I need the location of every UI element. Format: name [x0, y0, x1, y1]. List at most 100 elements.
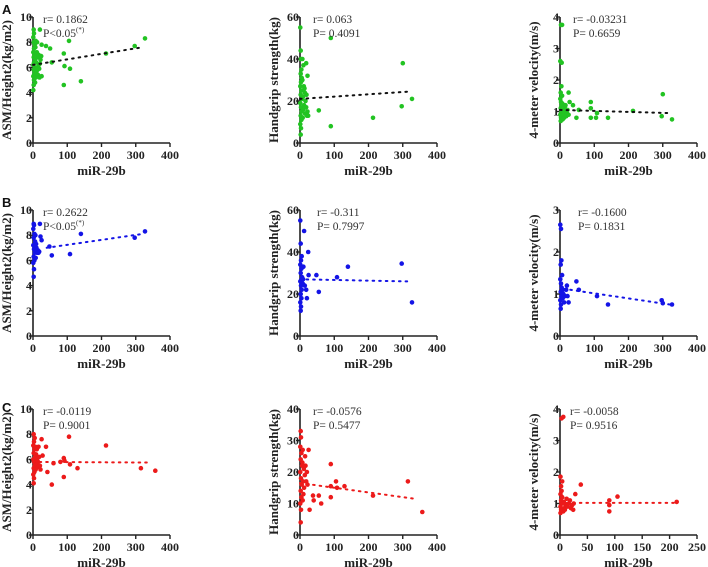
y-tick-label: 6	[26, 452, 32, 466]
panel-letter-b: B	[2, 195, 11, 210]
scatter-panel-a3: 0 1 2 3 4 0 100 200 300 400 miR-29b 4-meter velocit…	[526, 10, 706, 178]
y-tick-label: 30	[287, 434, 299, 448]
x-tick-label: 100	[58, 341, 76, 355]
data-point	[669, 117, 675, 122]
data-point	[298, 132, 304, 137]
y-tick-label: 2	[553, 465, 559, 479]
y-tick-label: 2	[26, 503, 32, 517]
data-point	[33, 232, 38, 238]
p-value-text: P= 0.7997	[317, 221, 365, 233]
x-tick-label: 0	[297, 540, 303, 554]
y-tick-label: 4	[26, 86, 32, 100]
data-point	[66, 434, 72, 440]
x-axis-label: miR-29b	[77, 163, 125, 178]
x-tick-label: 400	[428, 540, 446, 554]
data-point	[370, 493, 376, 498]
data-point	[298, 121, 303, 127]
r-value: r= 0.1862	[43, 14, 88, 26]
x-tick-label: 250	[688, 540, 706, 554]
x-axis-label: miR-29b	[604, 356, 652, 371]
regression-line	[299, 90, 411, 100]
data-point	[300, 460, 305, 465]
data-point	[615, 494, 620, 499]
data-point	[316, 493, 322, 498]
x-axis-label: miR-29b	[344, 555, 392, 567]
data-point	[39, 436, 44, 442]
data-point	[304, 295, 310, 301]
p-value-text: P= 0.1831	[578, 221, 626, 233]
y-axis-label: ASM/Height2(kg/m2)	[0, 213, 14, 333]
data-point	[558, 222, 563, 227]
data-point	[310, 493, 316, 498]
x-tick-label: 300	[654, 341, 672, 355]
data-point	[103, 443, 109, 448]
p-value-text: P= 0.9001	[43, 420, 91, 432]
data-point	[298, 304, 304, 309]
data-point	[49, 253, 55, 258]
data-point	[607, 502, 612, 508]
data-point	[33, 452, 39, 457]
data-point	[564, 283, 570, 288]
data-point	[298, 507, 304, 513]
data-point	[31, 50, 36, 55]
data-point	[40, 453, 45, 458]
p-value: P= 0.9516	[570, 420, 618, 432]
data-point	[588, 115, 594, 121]
data-point	[31, 27, 36, 32]
data-point	[66, 38, 72, 44]
data-point	[61, 474, 67, 480]
data-point	[67, 66, 73, 71]
data-point	[31, 274, 36, 280]
data-point	[298, 520, 304, 525]
p-value-text: P= 0.6659	[573, 28, 621, 40]
data-point	[311, 498, 317, 503]
data-point	[342, 483, 347, 489]
regression-line	[32, 46, 144, 66]
x-tick-label: 200	[93, 148, 111, 162]
p-value: P<0.05(*)	[43, 219, 85, 233]
y-tick-label: 10	[287, 497, 299, 511]
data-point	[316, 108, 322, 113]
data-point	[558, 281, 564, 286]
data-point	[328, 494, 334, 500]
data-point	[37, 463, 43, 469]
p-value: P= 0.7997	[317, 221, 365, 233]
x-tick-label: 200	[360, 540, 378, 554]
y-tick-label: 4	[553, 402, 559, 416]
data-point	[35, 459, 41, 465]
y-tick-label: 6	[26, 253, 32, 267]
data-point	[298, 428, 304, 434]
x-tick-label: 0	[557, 148, 563, 162]
p-value: P= 0.5477	[313, 420, 361, 432]
x-tick-label: 300	[127, 540, 145, 554]
y-tick-label: 40	[287, 245, 299, 259]
data-point	[302, 283, 308, 288]
data-point	[38, 57, 43, 63]
data-point	[305, 73, 310, 79]
data-point	[298, 300, 303, 305]
x-tick-label: 400	[688, 341, 706, 355]
x-tick-label: 100	[585, 341, 603, 355]
data-point	[67, 251, 73, 257]
y-tick-label: 0	[26, 136, 32, 150]
data-point	[300, 115, 306, 121]
data-point	[49, 482, 55, 487]
data-point	[38, 234, 43, 239]
data-point	[561, 115, 567, 121]
data-point	[316, 289, 322, 295]
data-point	[298, 435, 304, 440]
x-tick-label: 300	[127, 341, 145, 355]
data-point	[67, 462, 73, 467]
data-point	[305, 249, 311, 255]
data-point	[31, 481, 36, 486]
x-tick-label: 200	[620, 341, 638, 355]
data-point	[570, 507, 576, 513]
x-axis-label: miR-29b	[344, 356, 392, 371]
regression-line	[299, 482, 416, 500]
data-point	[35, 67, 40, 73]
data-point	[558, 277, 563, 282]
y-tick-label: 3	[553, 203, 559, 217]
r-value: r= -0.0119	[43, 406, 91, 418]
x-tick-label: 100	[585, 148, 603, 162]
